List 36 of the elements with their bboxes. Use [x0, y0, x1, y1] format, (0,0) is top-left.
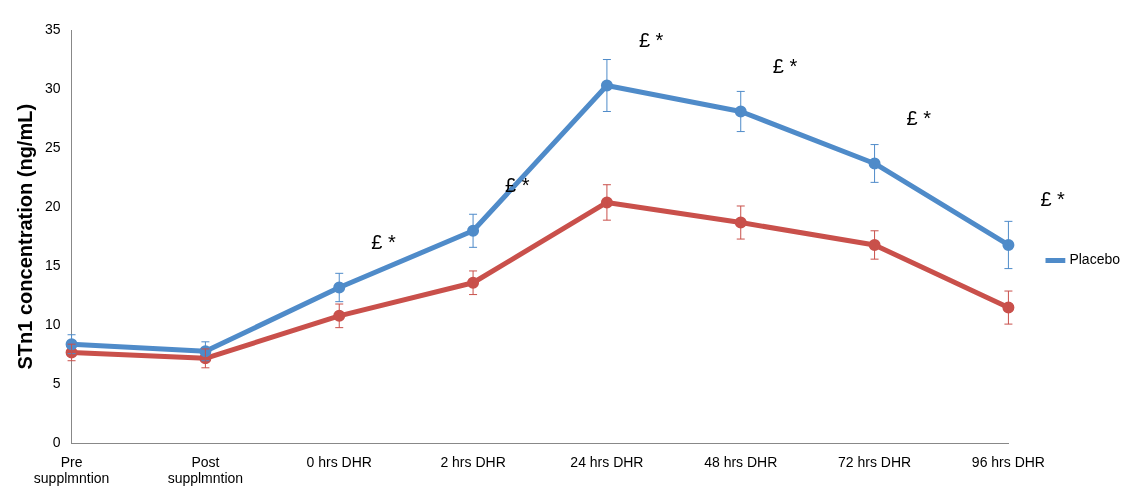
point — [734, 216, 747, 229]
y-tick-label: 25 — [44, 138, 61, 155]
y-tick-label: 0 — [52, 434, 61, 451]
y-axis-title: STn1 concentration (ng/mL) — [13, 103, 36, 370]
point — [868, 157, 881, 170]
point — [467, 224, 480, 237]
x-tick-label: 24 hrs DHR — [570, 453, 644, 470]
point — [333, 309, 346, 322]
y-tick-label: 5 — [52, 375, 61, 392]
point — [65, 338, 78, 351]
point — [1002, 238, 1015, 251]
annotation: £ * — [1040, 188, 1066, 211]
point — [600, 196, 613, 209]
x-tick-label: 0 hrs DHR — [306, 453, 372, 470]
annotation: £ * — [638, 29, 664, 52]
y-tick-label: 10 — [44, 316, 61, 333]
x-tick-label: 48 hrs DHR — [704, 453, 778, 470]
annotation: £ * — [906, 106, 932, 129]
x-tick-label: 2 hrs DHR — [440, 453, 506, 470]
y-tick-label: 15 — [44, 257, 61, 274]
point — [333, 281, 346, 294]
point — [868, 238, 881, 251]
y-tick-label: 30 — [44, 79, 61, 96]
y-tick-label: 35 — [44, 20, 61, 37]
point — [734, 105, 747, 118]
point — [1002, 301, 1015, 314]
x-tick-label: Pre supplmntion — [33, 453, 110, 487]
legend-label: Placebo — [1069, 251, 1121, 268]
point — [600, 79, 613, 92]
x-tick-label: 96 hrs DHR — [971, 453, 1045, 470]
y-tick-label: 20 — [44, 198, 61, 215]
annotation: £ * — [371, 231, 396, 253]
point — [467, 276, 480, 289]
x-tick-label: Post supplmntion — [167, 453, 244, 487]
annotation: £ * — [772, 55, 798, 78]
x-tick-label: 72 hrs DHR — [838, 453, 912, 470]
